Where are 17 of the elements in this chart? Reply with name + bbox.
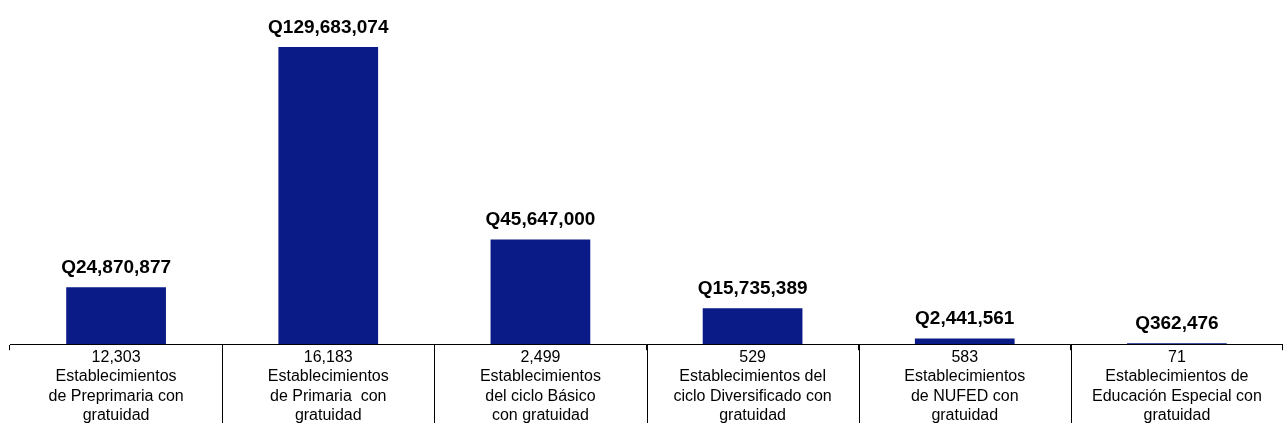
x-tick-label: 583 Establecimientos de NUFED con gratuidad: [904, 348, 1026, 423]
data-label: Q129,683,074: [268, 15, 389, 37]
x-tick-label: 12,303 Establecimientos de Preprimaria con gratuidad: [48, 348, 184, 423]
x-tick-label: 16,183 Establecimientos de Primaria con gratuidad: [267, 348, 389, 423]
x-tick-label: 2,499 Establecimientos del ciclo Básico con gratuidad: [479, 348, 601, 423]
data-label: Q24,870,877: [61, 255, 172, 277]
data-label: Q2,441,561: [915, 307, 1015, 329]
bar: [66, 287, 166, 345]
data-label: Q15,735,389: [697, 276, 808, 298]
bar: [914, 338, 1015, 345]
bar: [702, 308, 803, 345]
bar: [490, 239, 591, 345]
x-tick-label: 71 Establecimientos de Educación Especial con gratuidad: [1091, 348, 1262, 423]
x-tick-label: 529 Establecimientos del ciclo Diversificado con gratuidad: [673, 348, 832, 423]
bar: [278, 47, 379, 345]
data-label: Q45,647,000: [485, 208, 596, 230]
data-label: Q362,476: [1135, 312, 1219, 334]
